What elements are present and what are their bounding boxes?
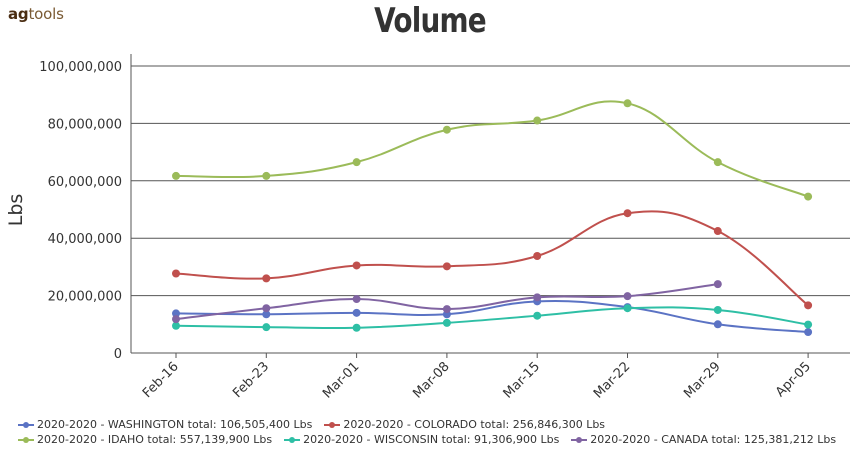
series-2020-2020-colorado xyxy=(172,209,813,310)
data-point[interactable] xyxy=(533,116,542,125)
data-point[interactable] xyxy=(804,320,813,329)
data-point[interactable] xyxy=(713,320,722,329)
legend-swatch xyxy=(571,435,588,445)
data-point[interactable] xyxy=(533,293,542,302)
data-point[interactable] xyxy=(713,158,722,167)
legend-swatch xyxy=(284,435,301,445)
data-point[interactable] xyxy=(442,262,451,271)
data-point[interactable] xyxy=(262,171,271,180)
data-point[interactable] xyxy=(713,227,722,236)
chart-title: Volume xyxy=(374,1,486,41)
data-point[interactable] xyxy=(352,295,361,304)
data-point[interactable] xyxy=(623,304,632,313)
series-lines xyxy=(172,99,813,337)
data-point[interactable] xyxy=(262,304,271,313)
legend-item[interactable]: 2020-2020 - CANADA total: 125,381,212 Lb… xyxy=(571,433,836,446)
y-axis-tick-labels: 0 20,000,000 40,000,000 60,000,000 80,000,00… xyxy=(39,60,122,362)
legend-swatch xyxy=(18,435,34,445)
y-tick-label: 100,000,000 xyxy=(39,60,122,75)
data-point[interactable] xyxy=(262,310,271,319)
legend-label: 2020-2020 - WISCONSIN total: 91,306,900 … xyxy=(303,433,560,446)
x-tick-label: Apr-05 xyxy=(773,359,814,400)
data-point[interactable] xyxy=(623,99,632,108)
x-tick-label: Mar-08 xyxy=(410,359,452,401)
x-tick-label: Mar-22 xyxy=(591,359,633,401)
x-tick-label: Mar-15 xyxy=(501,359,543,401)
legend-item[interactable]: 2020-2020 - COLORADO total: 256,846,300 … xyxy=(324,418,605,431)
agtools-logo: agtools xyxy=(8,5,64,23)
data-point[interactable] xyxy=(442,318,451,327)
data-point[interactable] xyxy=(713,280,722,289)
legend-row: 2020-2020 - WASHINGTON total: 106,505,40… xyxy=(18,417,858,432)
y-tick-label: 40,000,000 xyxy=(48,232,122,247)
data-point[interactable] xyxy=(442,125,451,134)
legend-label: 2020-2020 - COLORADO total: 256,846,300 … xyxy=(343,418,606,431)
data-point[interactable] xyxy=(172,315,180,324)
data-point[interactable] xyxy=(533,251,542,260)
data-point[interactable] xyxy=(623,292,632,301)
data-point[interactable] xyxy=(533,311,542,320)
axes xyxy=(130,54,850,354)
series-2020-2020-washington xyxy=(172,297,813,337)
data-point[interactable] xyxy=(804,301,813,310)
data-point[interactable] xyxy=(442,305,451,314)
legend-label: 2020-2020 - CANADA total: 125,381,212 Lb… xyxy=(590,433,837,446)
legend-item[interactable]: 2020-2020 - WISCONSIN total: 91,306,900 … xyxy=(284,433,559,446)
series-2020-2020-idaho xyxy=(172,99,813,201)
legend-item[interactable]: 2020-2020 - WASHINGTON total: 106,505,40… xyxy=(18,418,312,431)
x-tick-label: Mar-29 xyxy=(681,359,723,401)
logo-tools: tools xyxy=(28,5,64,23)
legend-label: 2020-2020 - IDAHO total: 557,139,900 Lbs xyxy=(37,433,273,446)
series-line xyxy=(175,210,809,307)
data-point[interactable] xyxy=(172,171,180,180)
series-line xyxy=(175,299,809,334)
gridlines xyxy=(131,65,850,297)
data-point[interactable] xyxy=(804,192,813,201)
data-point[interactable] xyxy=(172,321,180,330)
data-point[interactable] xyxy=(713,305,722,314)
y-axis-label: Lbs xyxy=(5,194,27,227)
legend-swatch xyxy=(18,420,34,430)
legend-label: 2020-2020 - WASHINGTON total: 106,505,40… xyxy=(37,418,313,431)
x-tick-label: Feb-23 xyxy=(230,359,272,401)
data-point[interactable] xyxy=(352,158,361,167)
y-tick-label: 60,000,000 xyxy=(48,175,122,190)
x-tick-label: Mar-01 xyxy=(320,359,362,401)
data-point[interactable] xyxy=(262,274,271,283)
x-tick-label: Feb-16 xyxy=(140,359,182,401)
series-line xyxy=(175,100,809,198)
y-tick-label: 20,000,000 xyxy=(48,290,122,305)
data-point[interactable] xyxy=(262,323,271,332)
y-tick-label: 0 xyxy=(114,347,122,362)
legend: 2020-2020 - WASHINGTON total: 106,505,40… xyxy=(18,417,858,447)
series-2020-2020-wisconsin xyxy=(172,304,813,332)
data-point[interactable] xyxy=(623,209,632,218)
series-line xyxy=(175,306,809,330)
legend-swatch xyxy=(324,420,341,430)
legend-row: 2020-2020 - IDAHO total: 557,139,900 Lbs… xyxy=(18,432,858,447)
x-axis-tick-labels: Feb-16 Feb-23 Mar-01 Mar-08 Mar-15 Mar-22 Mar-… xyxy=(140,353,814,402)
data-point[interactable] xyxy=(352,261,361,270)
data-point[interactable] xyxy=(352,308,361,317)
series-2020-2020-canada xyxy=(172,280,722,324)
data-point[interactable] xyxy=(804,328,813,337)
legend-item[interactable]: 2020-2020 - IDAHO total: 557,139,900 Lbs xyxy=(18,433,272,446)
y-tick-label: 80,000,000 xyxy=(48,117,122,132)
data-point[interactable] xyxy=(352,323,361,332)
logo-ag: ag xyxy=(8,5,29,23)
data-point[interactable] xyxy=(172,309,180,318)
data-point[interactable] xyxy=(172,269,180,278)
volume-line-chart: 0 20,000,000 40,000,000 60,000,000 80,000,00… xyxy=(5,54,850,402)
